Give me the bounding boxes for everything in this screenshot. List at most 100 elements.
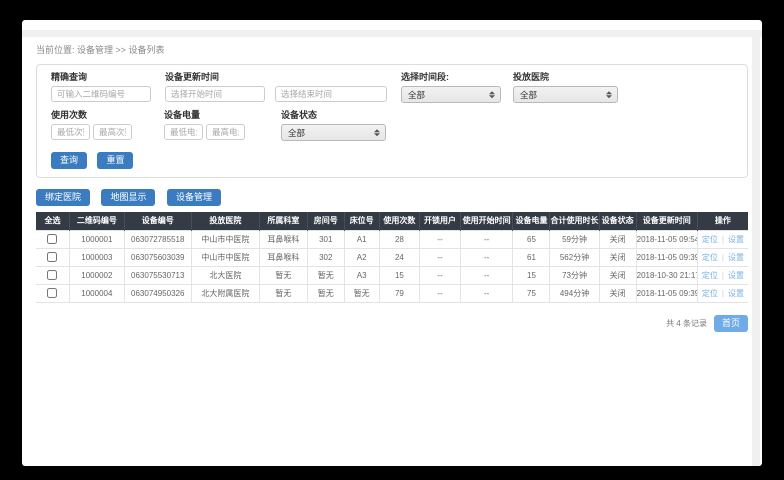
select-caret-icon bbox=[374, 128, 380, 137]
filter-buttons: 查询 重置 bbox=[51, 150, 733, 169]
cell-usage-count: 79 bbox=[378, 283, 421, 303]
precise-query-input[interactable] bbox=[51, 86, 151, 102]
cell-battery: 15 bbox=[512, 265, 551, 285]
op-divider: | bbox=[721, 252, 724, 262]
header-hospital: 投放医院 bbox=[191, 212, 261, 230]
locate-link[interactable]: 定位 bbox=[701, 234, 718, 244]
locate-link[interactable]: 定位 bbox=[701, 288, 718, 298]
breadcrumb: 当前位置: 设备管理 >> 设备列表 bbox=[36, 45, 165, 55]
start-time-input[interactable] bbox=[165, 86, 265, 102]
end-time-input[interactable] bbox=[275, 86, 387, 102]
hospital-label: 投放医院 bbox=[513, 72, 550, 82]
device-status-value: 全部 bbox=[288, 127, 306, 138]
row-checkbox[interactable] bbox=[47, 252, 58, 262]
cell-device-no: 063074950326 bbox=[123, 283, 192, 303]
cell-department: 耳鼻喉科 bbox=[259, 247, 308, 267]
cell-device-no: 063075603039 bbox=[123, 247, 192, 267]
header-usage-count: 使用次数 bbox=[379, 212, 421, 230]
search-button[interactable]: 查询 bbox=[51, 152, 88, 169]
content-area: 当前位置: 设备管理 >> 设备列表 精确查询 设备更新时间 选择时间段: bbox=[36, 37, 748, 332]
cell-bed: A3 bbox=[343, 265, 380, 285]
header-unlock-user: 开锁用户 bbox=[419, 212, 461, 230]
main-panel: 当前位置: 设备管理 >> 设备列表 精确查询 设备更新时间 选择时间段: bbox=[22, 20, 762, 466]
cell-operations: 定位 | 设置 bbox=[696, 229, 748, 249]
header-select-all[interactable]: 全选 bbox=[36, 212, 70, 230]
table-row: 1000004 063074950326 北大附属医院 暂无 暂无 暂无 79 … bbox=[36, 283, 748, 303]
op-divider: | bbox=[721, 234, 724, 244]
cell-update-time: 2018-11-05 09:39 bbox=[635, 247, 698, 267]
row-checkbox[interactable] bbox=[47, 270, 58, 280]
setting-link[interactable]: 设置 bbox=[727, 252, 744, 262]
cell-start-time: -- bbox=[459, 265, 514, 285]
cell-duration: 59分钟 bbox=[549, 229, 600, 249]
cell-battery: 75 bbox=[512, 283, 551, 303]
op-divider: | bbox=[721, 270, 724, 280]
cell-usage-count: 15 bbox=[378, 265, 421, 285]
cell-room: 302 bbox=[306, 247, 345, 267]
cell-room: 暂无 bbox=[306, 283, 345, 303]
row-checkbox[interactable] bbox=[47, 234, 58, 244]
cell-status: 关闭 bbox=[598, 283, 637, 303]
setting-link[interactable]: 设置 bbox=[727, 234, 744, 244]
cell-department: 暂无 bbox=[259, 265, 308, 285]
scrollbar-track[interactable] bbox=[752, 37, 760, 466]
time-range-select[interactable]: 全部 bbox=[401, 86, 501, 103]
header-start-time: 使用开始时间 bbox=[460, 212, 514, 230]
cell-start-time: -- bbox=[459, 229, 514, 249]
header-operations: 操作 bbox=[697, 212, 748, 230]
cell-checkbox bbox=[36, 283, 70, 303]
bind-hospital-button[interactable]: 绑定医院 bbox=[36, 189, 91, 206]
filter-group-time-range: 选择时间段: 全部 bbox=[401, 72, 501, 103]
cell-unlock-user: -- bbox=[419, 229, 461, 249]
toolbar: 绑定医院 地图显示 设备管理 bbox=[36, 187, 748, 206]
first-page-button[interactable]: 首页 bbox=[713, 314, 748, 332]
battery-min-input[interactable] bbox=[164, 124, 203, 140]
map-display-button[interactable]: 地图显示 bbox=[101, 189, 156, 206]
header-department: 所属科室 bbox=[259, 212, 308, 230]
locate-link[interactable]: 定位 bbox=[701, 270, 718, 280]
device-manage-button[interactable]: 设备管理 bbox=[166, 189, 221, 206]
op-divider: | bbox=[721, 288, 724, 298]
table-header-row: 全选 二维码编号 设备编号 投放医院 所属科室 房间号 床位号 使用次数 开锁用… bbox=[36, 212, 748, 230]
cell-checkbox bbox=[36, 265, 70, 285]
header-status: 设备状态 bbox=[599, 212, 637, 230]
row-checkbox[interactable] bbox=[47, 288, 58, 298]
filter-panel: 精确查询 设备更新时间 选择时间段: 全部 bbox=[36, 64, 748, 178]
hospital-value: 全部 bbox=[520, 89, 538, 100]
usage-max-input[interactable] bbox=[93, 124, 132, 140]
header-duration: 合计使用时长 bbox=[549, 212, 600, 230]
usage-count-label: 使用次数 bbox=[51, 110, 88, 120]
header-battery: 设备电量 bbox=[512, 212, 551, 230]
battery-max-input[interactable] bbox=[206, 124, 245, 140]
header-device-no: 设备编号 bbox=[124, 212, 192, 230]
select-caret-icon bbox=[606, 90, 612, 99]
filter-group-update-time: 设备更新时间 bbox=[165, 72, 387, 102]
setting-link[interactable]: 设置 bbox=[727, 270, 744, 280]
usage-min-input[interactable] bbox=[51, 124, 90, 140]
cell-department: 暂无 bbox=[259, 283, 308, 303]
filter-group-device-status: 设备状态 全部 bbox=[281, 110, 386, 141]
cell-usage-count: 24 bbox=[378, 247, 421, 267]
cell-usage-count: 28 bbox=[378, 229, 421, 249]
cell-unlock-user: -- bbox=[419, 283, 461, 303]
table-row: 1000002 063075530713 北大医院 暂无 暂无 A3 15 --… bbox=[36, 265, 748, 285]
top-strip bbox=[22, 30, 762, 37]
cell-qr: 1000004 bbox=[68, 283, 125, 303]
hospital-select[interactable]: 全部 bbox=[513, 86, 618, 103]
cell-bed: 暂无 bbox=[343, 283, 380, 303]
cell-hospital: 北大医院 bbox=[190, 265, 261, 285]
time-range-value: 全部 bbox=[408, 89, 426, 100]
locate-link[interactable]: 定位 bbox=[701, 252, 718, 262]
cell-battery: 61 bbox=[512, 247, 551, 267]
cell-battery: 65 bbox=[512, 229, 551, 249]
device-status-select[interactable]: 全部 bbox=[281, 124, 386, 141]
cell-bed: A1 bbox=[343, 229, 380, 249]
cell-operations: 定位 | 设置 bbox=[696, 265, 748, 285]
update-time-label: 设备更新时间 bbox=[165, 72, 220, 82]
setting-link[interactable]: 设置 bbox=[727, 288, 744, 298]
cell-qr: 1000001 bbox=[68, 229, 125, 249]
reset-button[interactable]: 重置 bbox=[97, 152, 134, 169]
pagination: 共 4 条记录 首页 bbox=[36, 314, 748, 332]
device-table: 全选 二维码编号 设备编号 投放医院 所属科室 房间号 床位号 使用次数 开锁用… bbox=[36, 212, 748, 303]
filter-group-hospital: 投放医院 全部 bbox=[513, 72, 618, 103]
